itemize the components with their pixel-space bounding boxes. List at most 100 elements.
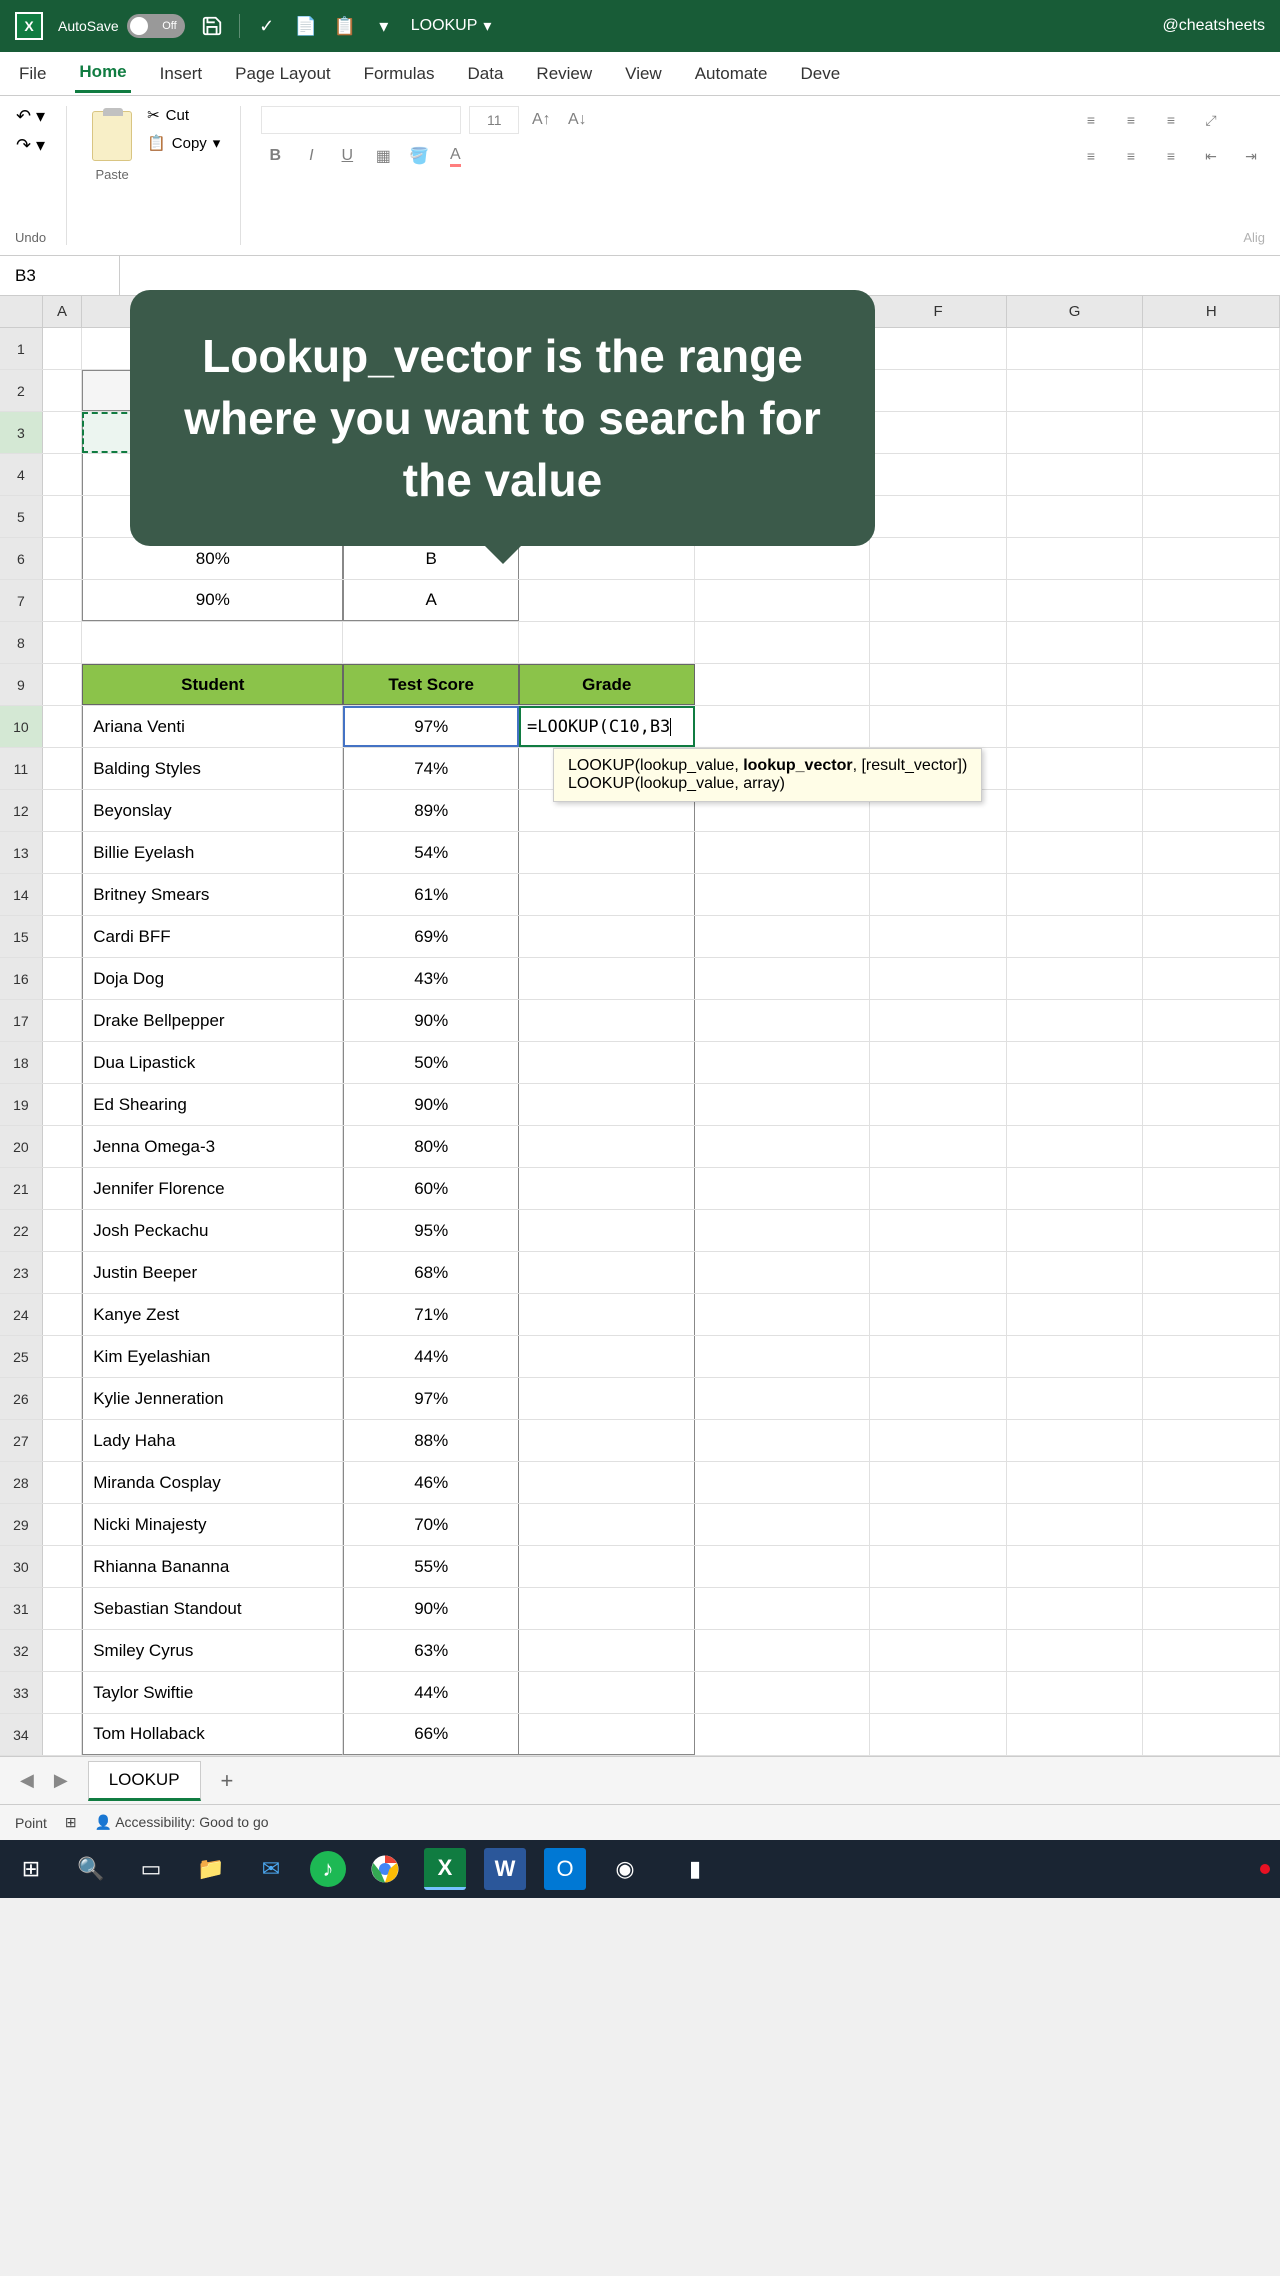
- cell[interactable]: [519, 1210, 695, 1251]
- cell[interactable]: A: [343, 580, 519, 621]
- row-header[interactable]: 33: [0, 1672, 43, 1713]
- row-header[interactable]: 21: [0, 1168, 43, 1209]
- font-color-button[interactable]: A: [441, 142, 469, 170]
- underline-button[interactable]: U: [333, 142, 361, 170]
- student-name[interactable]: Beyonslay: [82, 790, 343, 831]
- fill-color-button[interactable]: 🪣: [405, 142, 433, 170]
- sheet-prev-icon[interactable]: ◀: [20, 1770, 34, 1791]
- row-header[interactable]: 6: [0, 538, 43, 579]
- row-header[interactable]: 26: [0, 1378, 43, 1419]
- mail-icon[interactable]: ✉: [250, 1848, 292, 1890]
- tab-insert[interactable]: Insert: [156, 56, 207, 92]
- quick-icon-3[interactable]: 📋: [333, 14, 357, 38]
- document-name[interactable]: LOOKUP ▾: [411, 16, 492, 36]
- excel-icon[interactable]: X: [424, 1848, 466, 1890]
- col-header-g[interactable]: G: [1007, 296, 1144, 327]
- row-header[interactable]: 4: [0, 454, 43, 495]
- decrease-font-icon[interactable]: A↓: [563, 106, 591, 134]
- font-name-select[interactable]: [261, 106, 461, 134]
- row-header[interactable]: 31: [0, 1588, 43, 1629]
- student-name[interactable]: Dua Lipastick: [82, 1042, 343, 1083]
- student-name[interactable]: Nicki Minajesty: [82, 1504, 343, 1545]
- student-name[interactable]: Balding Styles: [82, 748, 343, 789]
- student-score[interactable]: 89%: [343, 790, 519, 831]
- row-header[interactable]: 30: [0, 1546, 43, 1587]
- explorer-icon[interactable]: 📁: [190, 1848, 232, 1890]
- row-header[interactable]: 15: [0, 916, 43, 957]
- spotify-icon[interactable]: ♪: [310, 1851, 346, 1887]
- student-name[interactable]: Tom Hollaback: [82, 1714, 343, 1755]
- row-header[interactable]: 34: [0, 1714, 43, 1755]
- bold-button[interactable]: B: [261, 142, 289, 170]
- student-score[interactable]: 46%: [343, 1462, 519, 1503]
- student-name[interactable]: Josh Peckachu: [82, 1210, 343, 1251]
- obs-icon[interactable]: ◉: [604, 1848, 646, 1890]
- student-score[interactable]: 44%: [343, 1672, 519, 1713]
- student-name[interactable]: Justin Beeper: [82, 1252, 343, 1293]
- align-left-icon[interactable]: ≡: [1077, 142, 1105, 170]
- cell[interactable]: [519, 916, 695, 957]
- student-name[interactable]: Smiley Cyrus: [82, 1630, 343, 1671]
- row-header[interactable]: 1: [0, 328, 43, 369]
- row-header[interactable]: 5: [0, 496, 43, 537]
- student-score[interactable]: 90%: [343, 1000, 519, 1041]
- row-header[interactable]: 16: [0, 958, 43, 999]
- select-all-corner[interactable]: [0, 296, 43, 327]
- align-center-icon[interactable]: ≡: [1117, 142, 1145, 170]
- cell[interactable]: [519, 1672, 695, 1713]
- formula-cell[interactable]: =LOOKUP(C10,B3: [519, 706, 695, 747]
- tab-file[interactable]: File: [15, 56, 50, 92]
- student-score[interactable]: 66%: [343, 1714, 519, 1755]
- student-score[interactable]: 68%: [343, 1252, 519, 1293]
- autosave-toggle[interactable]: AutoSave Off: [58, 14, 185, 38]
- student-name[interactable]: Ed Shearing: [82, 1084, 343, 1125]
- score-header[interactable]: Test Score: [343, 664, 519, 705]
- cell[interactable]: [519, 1126, 695, 1167]
- row-header[interactable]: 3: [0, 412, 43, 453]
- cell[interactable]: [519, 1294, 695, 1335]
- tab-home[interactable]: Home: [75, 54, 130, 93]
- student-score[interactable]: 80%: [343, 1126, 519, 1167]
- app-icon[interactable]: ▮: [674, 1848, 716, 1890]
- student-score[interactable]: 97%: [343, 1378, 519, 1419]
- align-right-icon[interactable]: ≡: [1157, 142, 1185, 170]
- student-score[interactable]: 69%: [343, 916, 519, 957]
- row-header[interactable]: 18: [0, 1042, 43, 1083]
- student-name[interactable]: Miranda Cosplay: [82, 1462, 343, 1503]
- sheet-tab-lookup[interactable]: LOOKUP: [88, 1761, 201, 1801]
- cell[interactable]: [519, 832, 695, 873]
- sheet-next-icon[interactable]: ▶: [54, 1770, 68, 1791]
- row-header[interactable]: 17: [0, 1000, 43, 1041]
- chrome-icon[interactable]: [364, 1848, 406, 1890]
- row-header[interactable]: 7: [0, 580, 43, 621]
- cell[interactable]: [519, 1084, 695, 1125]
- font-size-select[interactable]: 11: [469, 106, 519, 134]
- student-score[interactable]: 55%: [343, 1546, 519, 1587]
- student-score[interactable]: 70%: [343, 1504, 519, 1545]
- cell[interactable]: [519, 958, 695, 999]
- copy-button[interactable]: 📋 Copy ▾: [147, 134, 220, 152]
- row-header[interactable]: 13: [0, 832, 43, 873]
- row-header[interactable]: 27: [0, 1420, 43, 1461]
- student-name[interactable]: Kylie Jenneration: [82, 1378, 343, 1419]
- cell-c10[interactable]: 97%: [343, 706, 519, 747]
- customize-icon[interactable]: ▾: [372, 14, 396, 38]
- cell[interactable]: [519, 1462, 695, 1503]
- cut-button[interactable]: ✂ Cut: [147, 106, 220, 124]
- cell[interactable]: [519, 1336, 695, 1377]
- cell[interactable]: [519, 1630, 695, 1671]
- macro-icon[interactable]: ⊞: [65, 1814, 77, 1831]
- tab-data[interactable]: Data: [464, 56, 508, 92]
- student-score[interactable]: 74%: [343, 748, 519, 789]
- student-score[interactable]: 43%: [343, 958, 519, 999]
- student-name[interactable]: Cardi BFF: [82, 916, 343, 957]
- undo-button[interactable]: ↶ ▾: [16, 106, 45, 127]
- align-middle-icon[interactable]: ≡: [1117, 106, 1145, 134]
- student-score[interactable]: 71%: [343, 1294, 519, 1335]
- student-score[interactable]: 60%: [343, 1168, 519, 1209]
- cell[interactable]: [519, 874, 695, 915]
- outlook-icon[interactable]: O: [544, 1848, 586, 1890]
- border-button[interactable]: ▦: [369, 142, 397, 170]
- indent-decrease-icon[interactable]: ⇤: [1197, 142, 1225, 170]
- student-score[interactable]: 95%: [343, 1210, 519, 1251]
